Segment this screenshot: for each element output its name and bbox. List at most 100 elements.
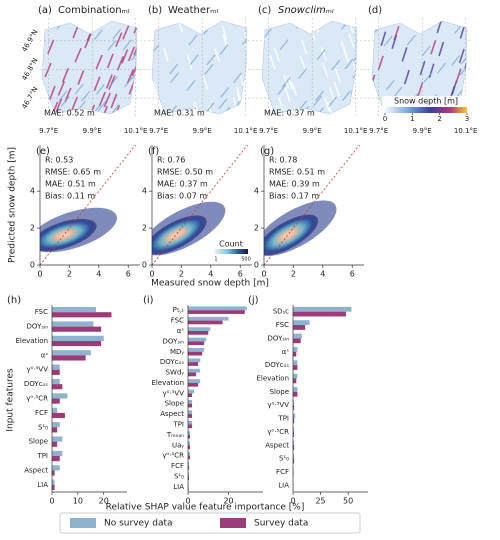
map-texture-stroke [93, 76, 101, 91]
mae-label: MAE: 0.52 m [44, 109, 95, 118]
map-texture-stroke [248, 13, 256, 23]
y-tick-label: 4 [254, 187, 259, 196]
map-texture-stroke [360, 104, 368, 114]
category-label: Aspect [160, 410, 184, 418]
bar [188, 472, 190, 477]
map-texture-stroke [110, 103, 120, 114]
map-texture-stroke [401, 47, 408, 62]
legend-frame [59, 512, 361, 534]
category-label: MDᵧ [170, 348, 184, 356]
bar [52, 350, 91, 356]
map-texture-stroke [132, 106, 137, 114]
map-texture-stroke [103, 92, 111, 108]
map-texture-stroke [385, 79, 395, 91]
bar [52, 398, 60, 404]
map-texture-stroke [333, 81, 341, 97]
panel-title: Weatherₘₗ [168, 5, 218, 16]
map-texture-stroke [437, 62, 446, 74]
one-to-one-line [152, 145, 249, 265]
category-label: Aspect [24, 466, 48, 474]
x-tick-label: 0 [37, 270, 42, 279]
category-label: Tₘₑₐₙ [166, 431, 184, 439]
map-texture-stroke [277, 84, 287, 95]
map-area [151, 20, 248, 115]
map-texture-stroke [360, 76, 368, 86]
category-label: Elevation [256, 374, 289, 382]
bar [52, 321, 94, 327]
x-tick-label: 9.7°E [149, 127, 168, 135]
map-texture-stroke [286, 75, 294, 90]
x-tick-label: 9.9°E [413, 127, 432, 135]
legend: No survey data Survey data [59, 512, 361, 534]
map-texture-stroke [462, 80, 467, 92]
bar [293, 325, 306, 330]
colorbar [214, 249, 248, 254]
category-label: DOYₛᵢₙ [268, 334, 290, 342]
map-texture-stroke [356, 92, 357, 107]
map-texture-stroke [406, 34, 416, 46]
scatter-y-label: Predicted snow depth [m] [8, 147, 18, 263]
map-texture-stroke [348, 33, 355, 48]
colorbar-tick-label: 3 [465, 115, 469, 123]
map-texture-stroke [460, 53, 467, 65]
map-texture-stroke [343, 107, 353, 114]
map-texture-stroke [383, 35, 393, 47]
map-texture-stroke [359, 107, 367, 117]
category-label: γ⁰·⁵VV [267, 401, 289, 409]
map-texture-stroke [372, 93, 373, 108]
map-texture-stroke [74, 47, 82, 63]
bar [188, 341, 205, 346]
stat-label: R: 0.53 [45, 156, 73, 165]
bar [293, 378, 297, 384]
bar [52, 355, 86, 361]
map-texture-stroke [279, 39, 289, 50]
category-label: LIA [278, 481, 289, 489]
bar [293, 445, 295, 451]
bar [293, 360, 298, 366]
bar [188, 455, 191, 460]
map-texture-stroke [206, 54, 216, 66]
colorbar-tick-label: 1 [410, 115, 414, 123]
panel-label: (c) [258, 5, 271, 16]
map-texture-stroke [342, 48, 350, 63]
stat-label: RMSE: 0.65 m [45, 168, 101, 177]
map-texture-stroke [139, 69, 147, 79]
category-label: S¹₀ [174, 472, 184, 480]
map-texture-stroke [112, 115, 118, 129]
bar [188, 316, 229, 321]
map-texture-stroke [186, 55, 193, 70]
map-texture-stroke [171, 116, 175, 130]
map-texture-stroke [469, 34, 477, 44]
map-texture-stroke [170, 72, 180, 83]
map-texture-stroke [359, 76, 364, 90]
bar [188, 431, 191, 435]
bar [188, 476, 190, 481]
category-label: TPI [36, 452, 48, 460]
bar [293, 418, 295, 424]
map-texture-stroke [169, 63, 179, 75]
map-texture-stroke [227, 114, 231, 128]
colorbar-tick-label: 500 [241, 257, 251, 263]
x-tick-label: 4 [208, 270, 213, 279]
bar [188, 462, 190, 467]
bar [52, 340, 102, 347]
map-texture-stroke [95, 54, 103, 70]
one-to-one-line [264, 145, 361, 265]
density-core [264, 214, 319, 256]
bar [188, 320, 223, 325]
category-label: LIA [173, 483, 184, 491]
bar [188, 445, 191, 449]
map-texture-stroke [236, 86, 242, 102]
category-label: P₅,ₜ [173, 306, 184, 314]
map-texture-stroke [127, 46, 135, 62]
bar [188, 389, 195, 394]
map-texture-stroke [97, 100, 107, 112]
category-label: γ⁰·⁵CR [26, 395, 48, 403]
bar [293, 413, 296, 419]
category-label: Slope [29, 438, 48, 446]
map-texture-stroke [359, 109, 364, 123]
map-texture-stroke [241, 93, 247, 105]
map-texture-stroke [250, 69, 254, 83]
map-texture-stroke [130, 49, 137, 61]
map-texture-stroke [331, 59, 341, 71]
